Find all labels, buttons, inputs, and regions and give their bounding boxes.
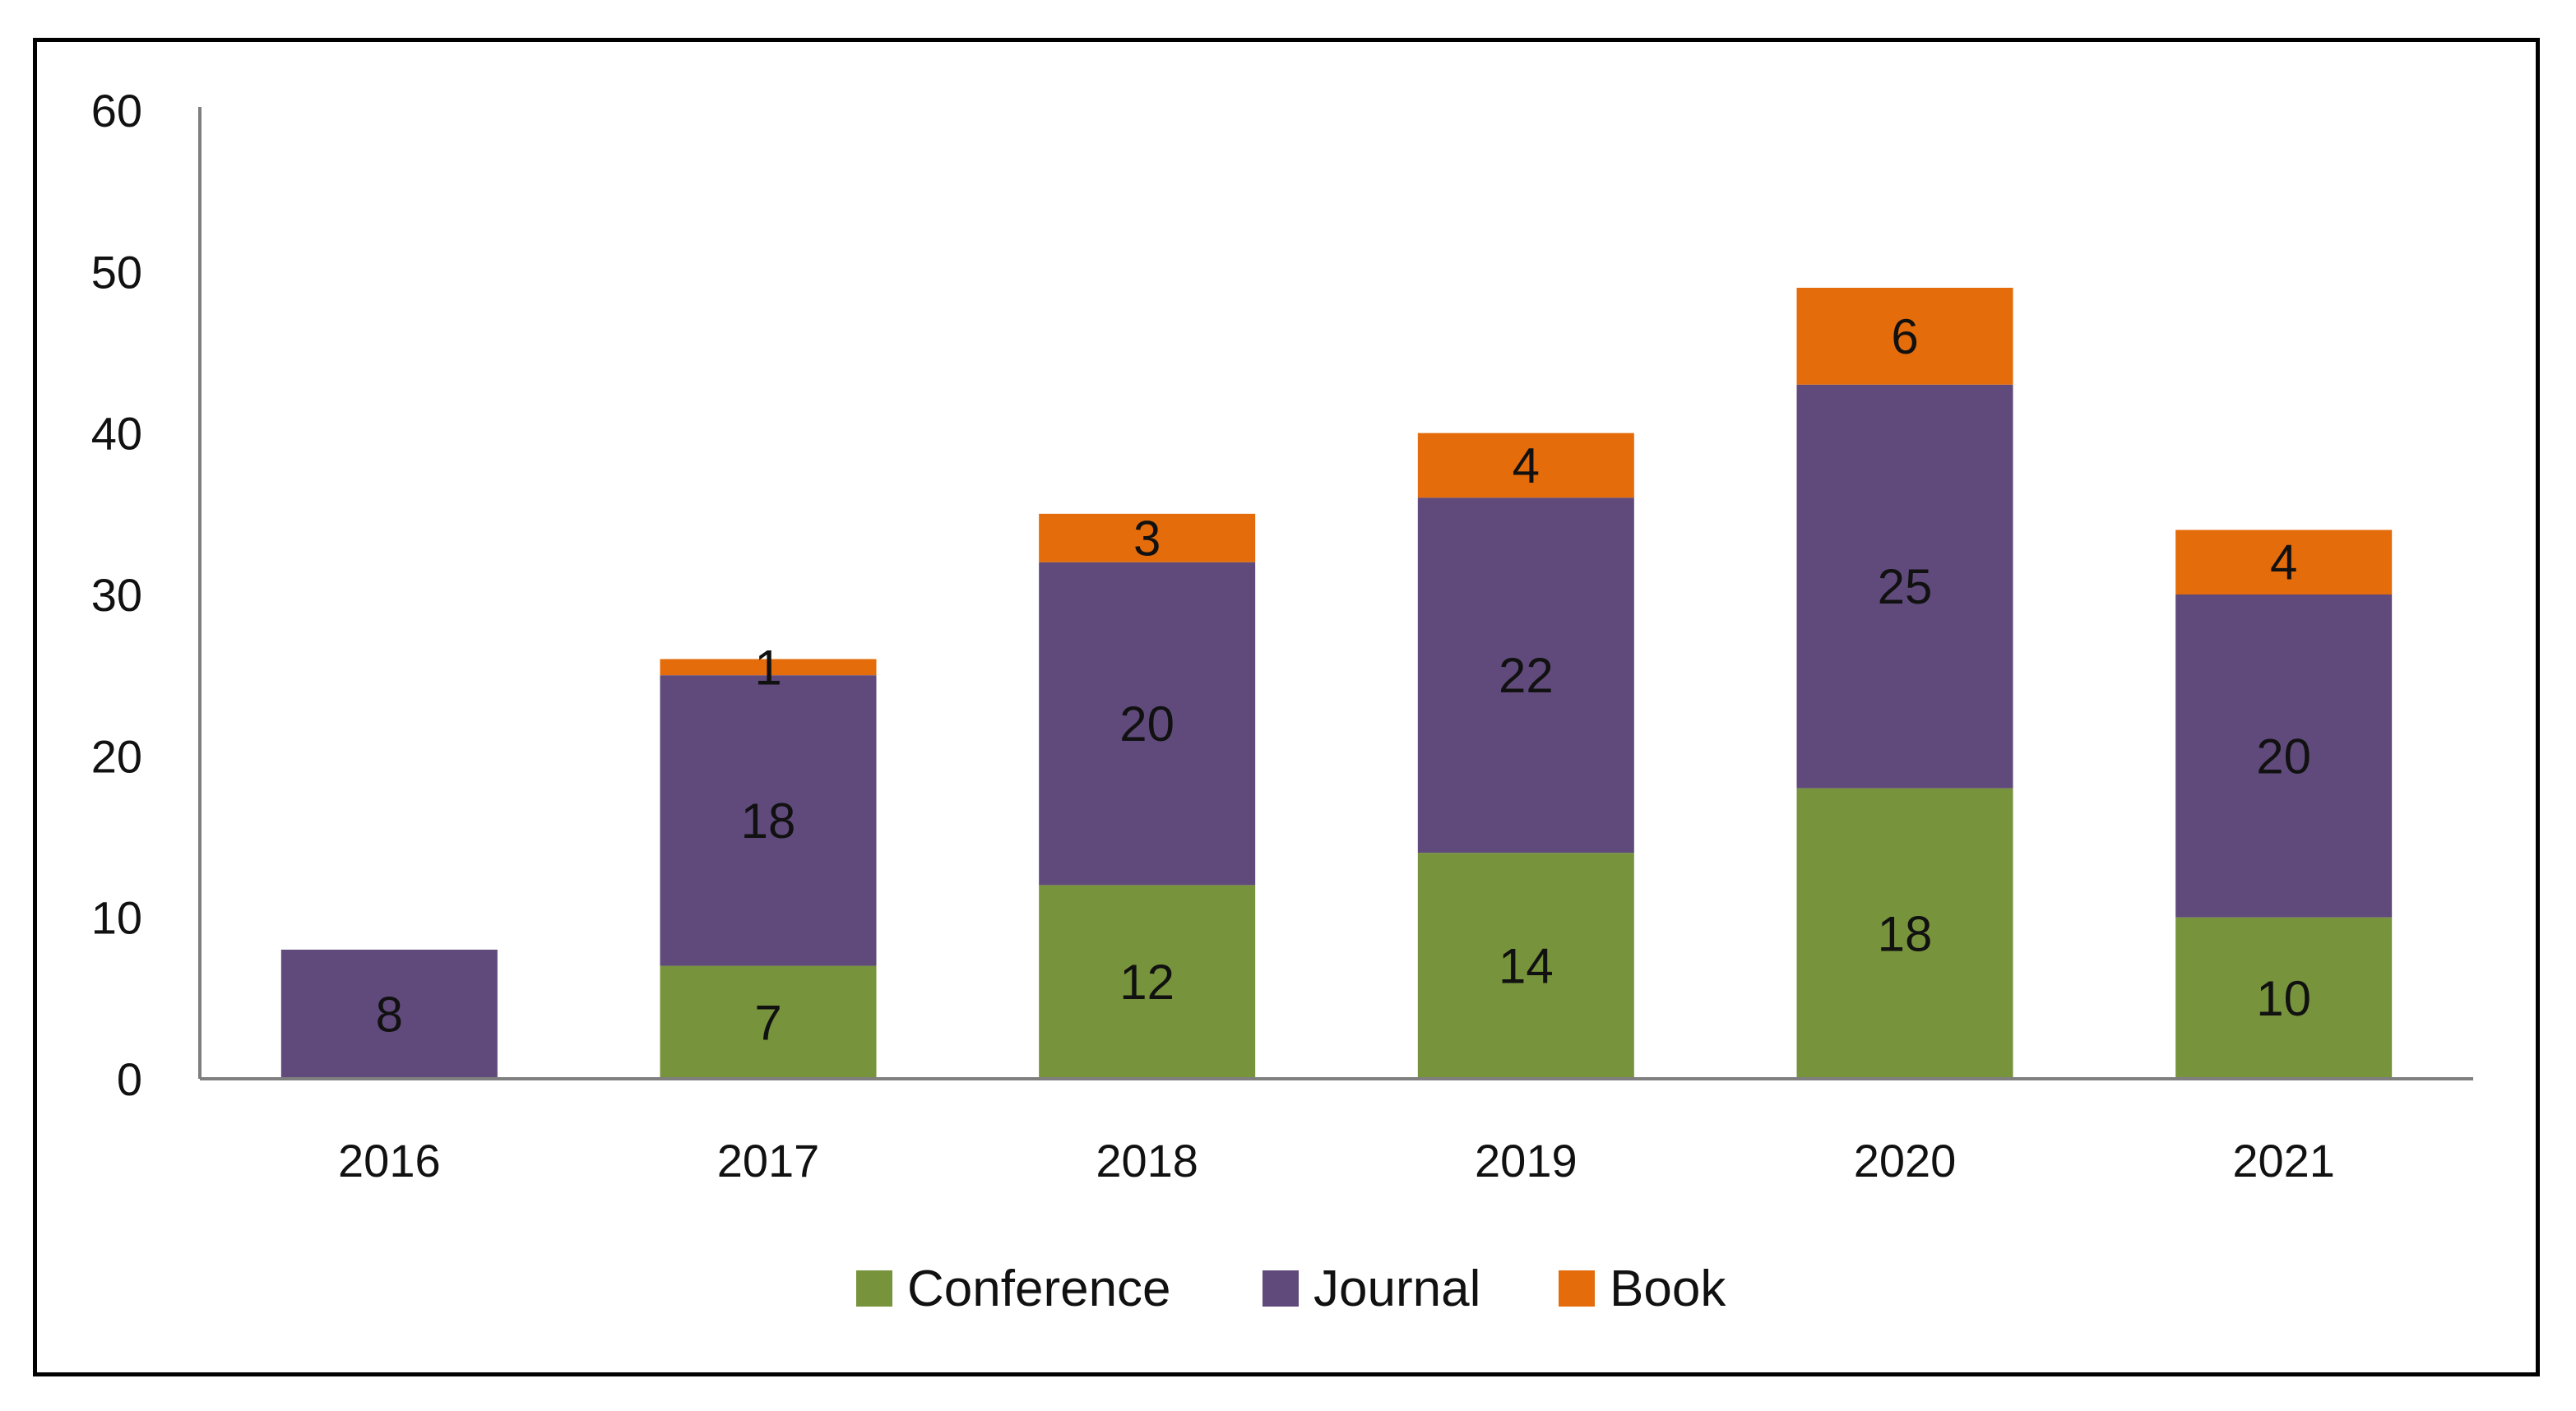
y-tick-label-40: 40 xyxy=(91,408,142,460)
y-tick-label-0: 0 xyxy=(117,1053,142,1105)
x-tick-label-2019: 2019 xyxy=(1475,1135,1578,1187)
data-label-book-2019: 4 xyxy=(1513,438,1540,493)
data-label-conference-2018: 12 xyxy=(1119,955,1174,1010)
data-label-conference-2020: 18 xyxy=(1878,906,1933,961)
data-label-journal-2016: 8 xyxy=(376,987,403,1042)
legend-label-conference: Conference xyxy=(907,1261,1171,1317)
data-label-book-2018: 3 xyxy=(1133,511,1161,566)
bar-book-2017 xyxy=(660,659,877,676)
data-label-journal-2018: 20 xyxy=(1119,696,1174,752)
bar-book-2019 xyxy=(1417,433,1634,498)
data-label-conference-2017: 7 xyxy=(754,995,781,1050)
bars-layer xyxy=(280,287,2393,1079)
bar-conference-2021 xyxy=(2175,917,2393,1079)
data-label-journal-2020: 25 xyxy=(1878,559,1933,614)
x-tick-label-2017: 2017 xyxy=(717,1135,820,1187)
y-tick-label-10: 10 xyxy=(91,892,142,944)
y-tick-label-20: 20 xyxy=(91,730,142,782)
legend-swatch-book xyxy=(1559,1270,1595,1307)
bar-journal-2017 xyxy=(660,675,877,966)
bar-conference-2019 xyxy=(1417,853,1634,1079)
legend-swatch-journal xyxy=(1263,1270,1299,1307)
bar-journal-2020 xyxy=(1796,384,2013,789)
bar-journal-2021 xyxy=(2175,594,2393,918)
data-label-conference-2019: 14 xyxy=(1499,939,1554,994)
bar-conference-2018 xyxy=(1039,885,1256,1079)
y-tick-label-30: 30 xyxy=(91,569,142,621)
data-label-journal-2021: 20 xyxy=(2256,729,2311,784)
data-label-book-2020: 6 xyxy=(1891,309,1918,364)
bar-conference-2017 xyxy=(660,965,877,1079)
y-tick-label-50: 50 xyxy=(91,246,142,298)
bar-journal-2018 xyxy=(1039,562,1256,886)
bar-journal-2016 xyxy=(280,949,498,1079)
data-label-book-2021: 4 xyxy=(2270,535,2297,590)
bar-book-2018 xyxy=(1039,513,1256,562)
x-tick-label-2021: 2021 xyxy=(2232,1135,2335,1187)
data-label-book-2017: 1 xyxy=(754,640,781,695)
legend: Conference Journal Book xyxy=(856,1261,1726,1317)
legend-label-book: Book xyxy=(1610,1261,1726,1317)
legend-label-journal: Journal xyxy=(1313,1261,1480,1317)
x-tick-label-2016: 2016 xyxy=(338,1135,441,1187)
x-tick-label-2018: 2018 xyxy=(1096,1135,1198,1187)
bar-journal-2019 xyxy=(1417,497,1634,854)
y-tick-label-60: 60 xyxy=(91,85,142,136)
data-labels-layer: 8 7 18 1 12 20 3 14 22 4 18 25 6 10 20 4 xyxy=(376,309,2311,1050)
data-label-journal-2019: 22 xyxy=(1499,648,1554,703)
data-label-conference-2021: 10 xyxy=(2256,971,2311,1026)
x-tick-label-2020: 2020 xyxy=(1854,1135,1957,1187)
bar-conference-2020 xyxy=(1796,788,2013,1079)
data-label-journal-2017: 18 xyxy=(741,793,796,849)
legend-swatch-conference xyxy=(856,1270,892,1307)
bar-book-2020 xyxy=(1796,287,2013,385)
bar-book-2021 xyxy=(2175,530,2393,594)
